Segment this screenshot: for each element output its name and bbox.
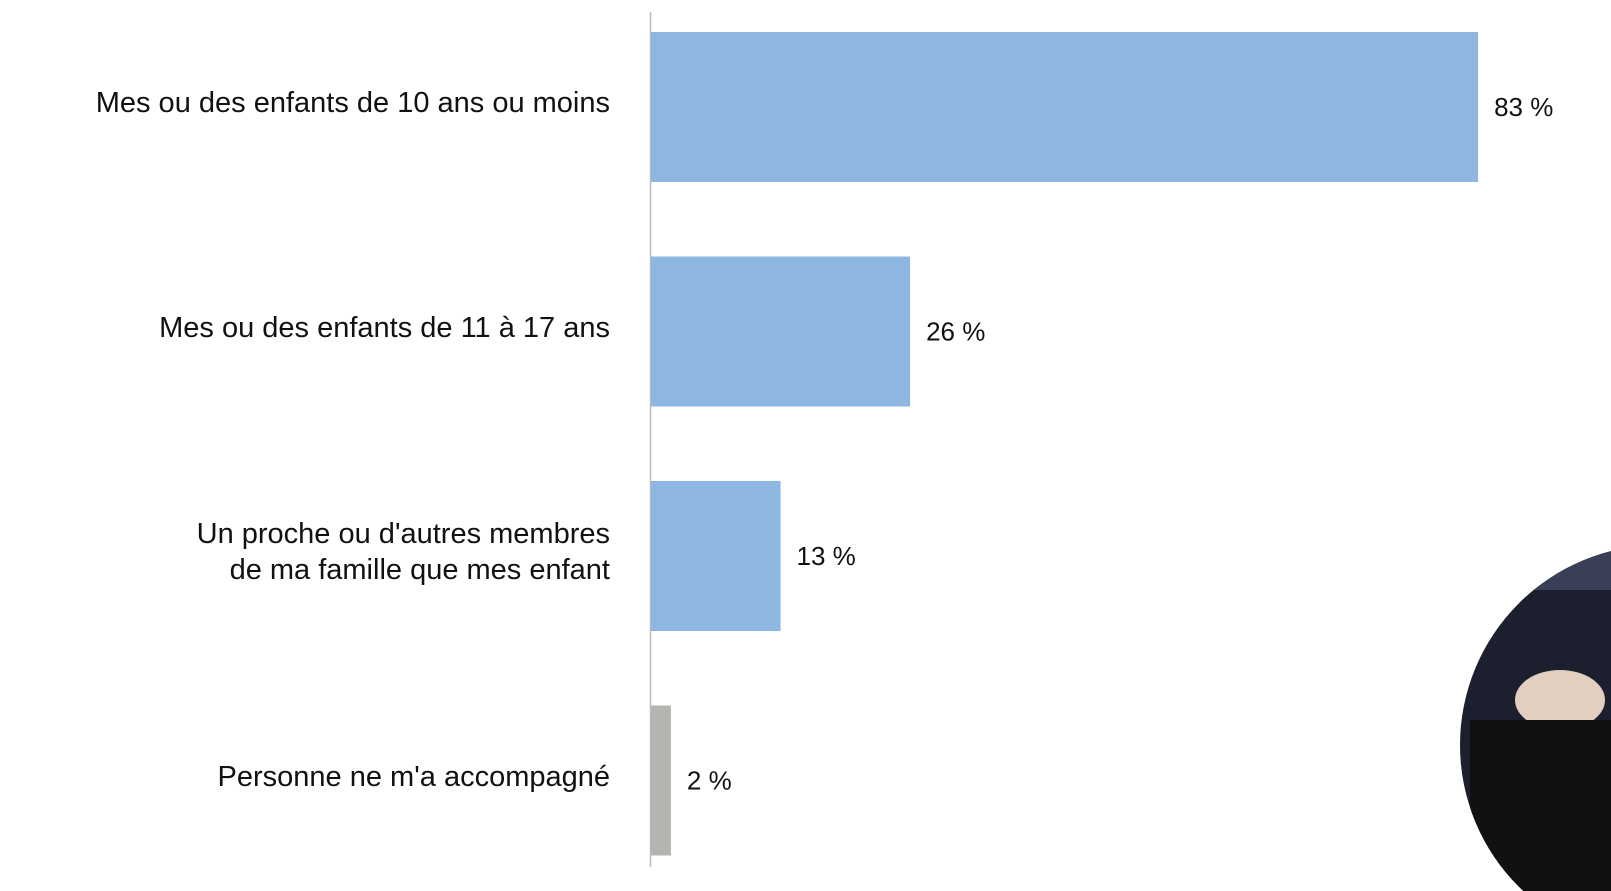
value-label: 13 % — [797, 541, 856, 571]
photo-inset — [1450, 530, 1611, 891]
category-label: Mes ou des enfants de 10 ans ou moins — [0, 85, 610, 121]
category-label: Mes ou des enfants de 11 à 17 ans — [0, 310, 610, 346]
bar — [651, 257, 910, 407]
value-label: 2 % — [687, 765, 732, 795]
category-label: Un proche ou d'autres membres de ma fami… — [0, 516, 610, 588]
page: 83 % 26 % 13 % 2 % Mes ou des enfants de 10… — [0, 0, 1611, 891]
chart: 83 % 26 % 13 % 2 % — [0, 0, 1611, 891]
value-label: 26 % — [926, 316, 985, 346]
bar — [651, 706, 671, 856]
value-label: 83 % — [1494, 92, 1553, 122]
bar — [651, 481, 781, 631]
bar — [651, 32, 1478, 182]
category-label: Personne ne m'a accompagné — [0, 759, 610, 795]
